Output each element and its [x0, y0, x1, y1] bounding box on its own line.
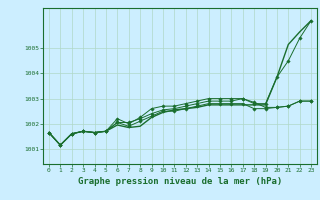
X-axis label: Graphe pression niveau de la mer (hPa): Graphe pression niveau de la mer (hPa): [78, 177, 282, 186]
